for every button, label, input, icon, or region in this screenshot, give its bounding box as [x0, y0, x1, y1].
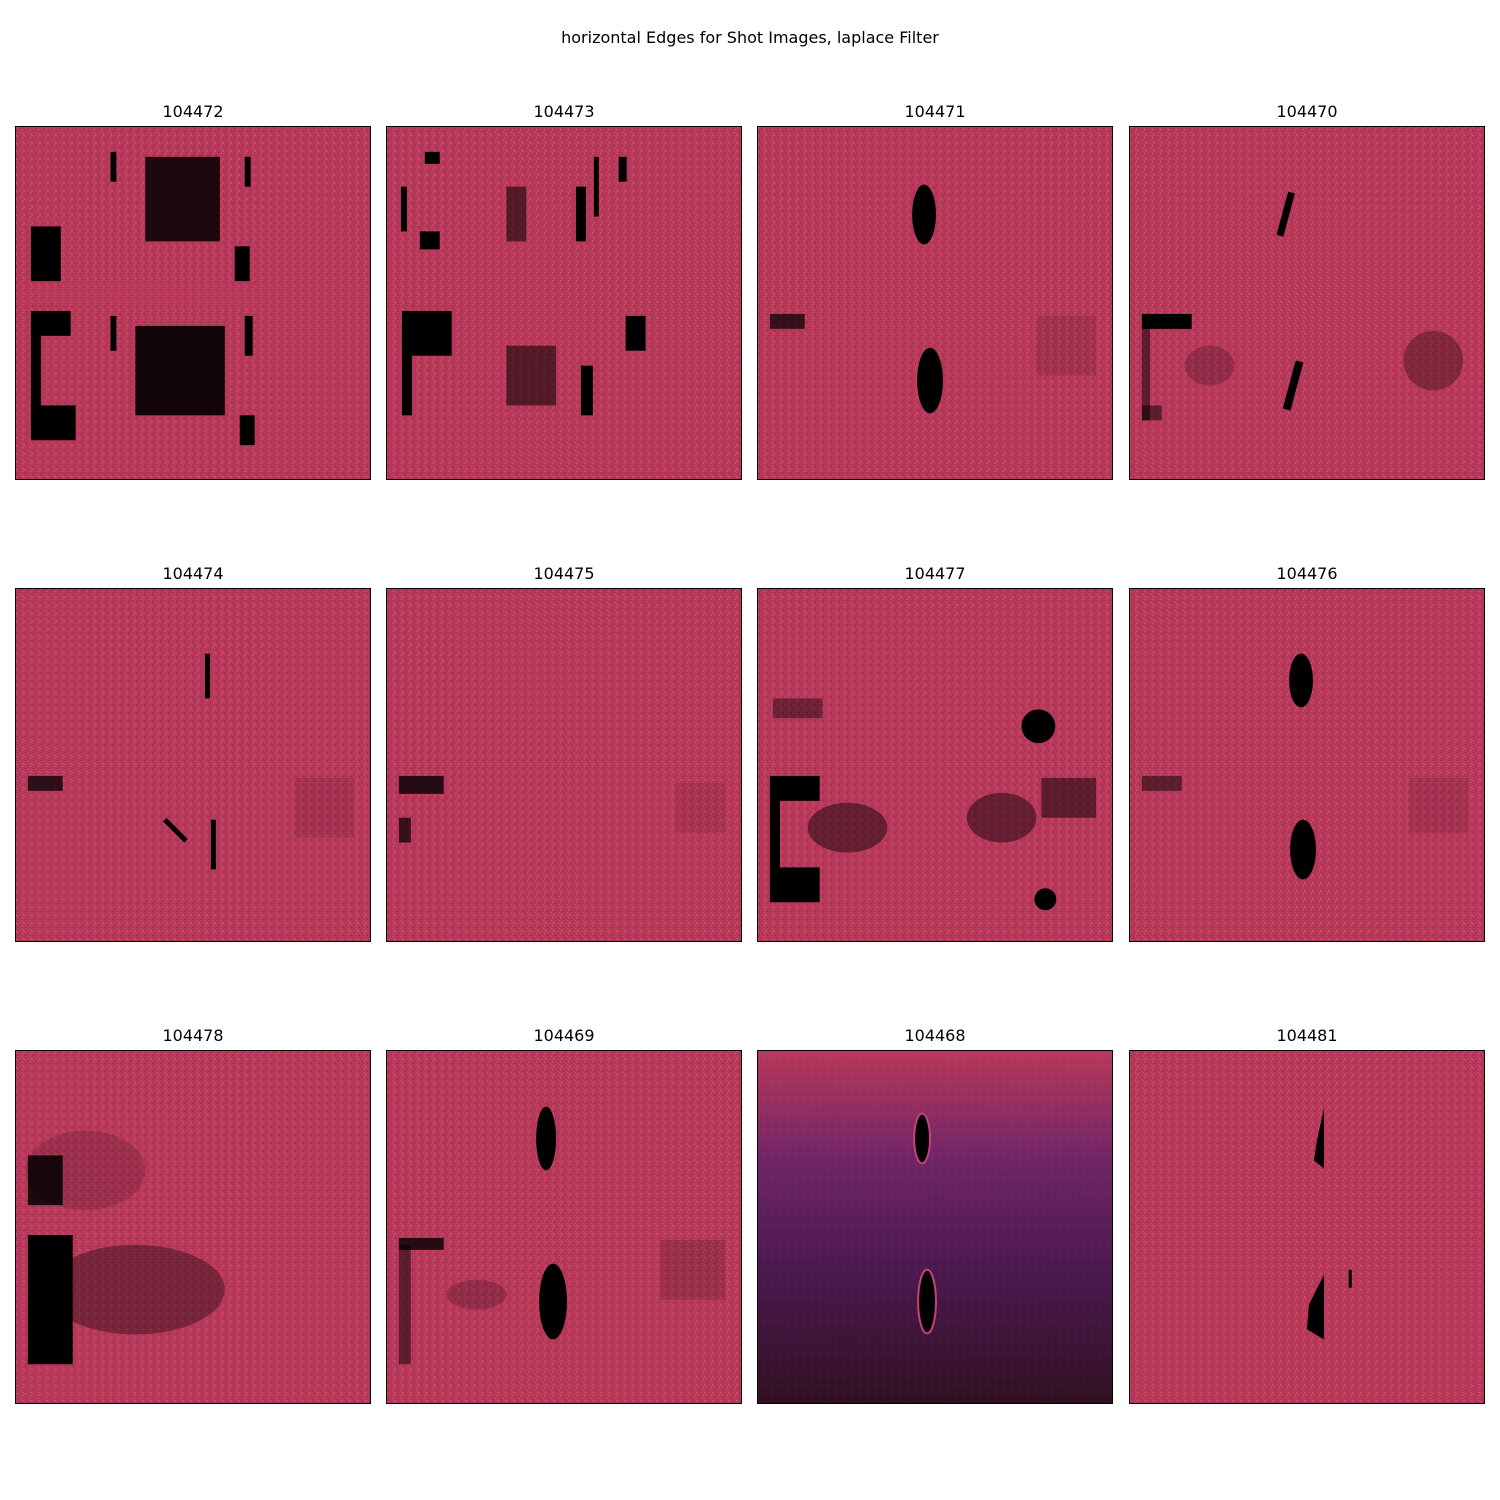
panel-title: 104469 — [533, 1026, 595, 1045]
edge-image-panel — [757, 1050, 1113, 1404]
panel-title: 104481 — [1276, 1026, 1338, 1045]
edge-image-panel — [386, 1050, 742, 1404]
panel-title: 104478 — [162, 1026, 224, 1045]
panel-title: 104477 — [904, 564, 966, 583]
edge-image — [16, 1051, 370, 1403]
edge-image-panel — [386, 588, 742, 942]
edge-image — [1130, 589, 1484, 941]
edge-image-panel — [1129, 1050, 1485, 1404]
edge-image — [758, 1051, 1112, 1403]
edge-image — [387, 127, 741, 479]
panel-title: 104476 — [1276, 564, 1338, 583]
panel-title: 104468 — [904, 1026, 966, 1045]
edge-image-panel — [757, 126, 1113, 480]
edge-image — [387, 1051, 741, 1403]
panel-title: 104470 — [1276, 102, 1338, 121]
panel-title: 104471 — [904, 102, 966, 121]
panel-title: 104475 — [533, 564, 595, 583]
panel-title: 104472 — [162, 102, 224, 121]
edge-image — [758, 127, 1112, 479]
edge-image-panel — [1129, 126, 1485, 480]
figure-title: horizontal Edges for Shot Images, laplac… — [561, 28, 939, 47]
edge-image-panel — [15, 588, 371, 942]
edge-image-panel — [15, 1050, 371, 1404]
edge-image — [16, 127, 370, 479]
edge-image-panel — [1129, 588, 1485, 942]
edge-image-panel — [386, 126, 742, 480]
edge-image-panel — [757, 588, 1113, 942]
panel-title: 104474 — [162, 564, 224, 583]
edge-image — [387, 589, 741, 941]
edge-image — [758, 589, 1112, 941]
panel-title: 104473 — [533, 102, 595, 121]
edge-image — [1130, 127, 1484, 479]
edge-image — [16, 589, 370, 941]
edge-image — [1130, 1051, 1484, 1403]
edge-image-panel — [15, 126, 371, 480]
